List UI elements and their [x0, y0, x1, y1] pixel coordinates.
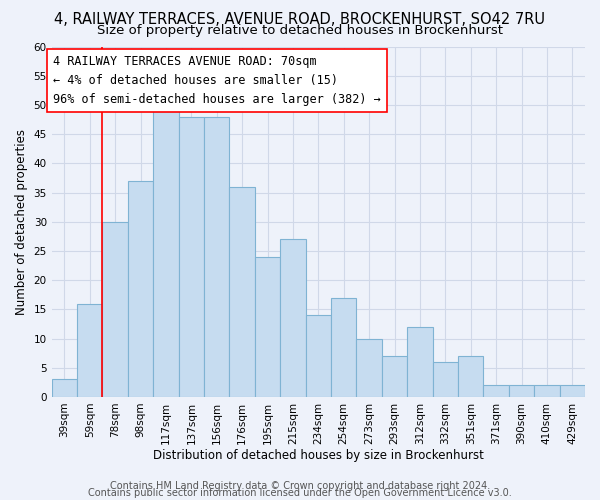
Bar [153, 105, 179, 397]
Bar [280, 240, 305, 397]
Text: Contains HM Land Registry data © Crown copyright and database right 2024.: Contains HM Land Registry data © Crown c… [110, 481, 490, 491]
Bar [229, 186, 255, 397]
Y-axis label: Number of detached properties: Number of detached properties [15, 128, 28, 314]
Bar [382, 356, 407, 397]
Bar [534, 386, 560, 397]
Bar [407, 327, 433, 397]
Text: Contains public sector information licensed under the Open Government Licence v3: Contains public sector information licen… [88, 488, 512, 498]
Bar [484, 386, 509, 397]
Bar [255, 257, 280, 397]
Bar [204, 116, 229, 397]
Text: Size of property relative to detached houses in Brockenhurst: Size of property relative to detached ho… [97, 24, 503, 37]
Text: 4 RAILWAY TERRACES AVENUE ROAD: 70sqm
← 4% of detached houses are smaller (15)
9: 4 RAILWAY TERRACES AVENUE ROAD: 70sqm ← … [53, 56, 380, 106]
Bar [509, 386, 534, 397]
Bar [305, 315, 331, 397]
Bar [331, 298, 356, 397]
X-axis label: Distribution of detached houses by size in Brockenhurst: Distribution of detached houses by size … [153, 450, 484, 462]
Text: 4, RAILWAY TERRACES, AVENUE ROAD, BROCKENHURST, SO42 7RU: 4, RAILWAY TERRACES, AVENUE ROAD, BROCKE… [55, 12, 545, 28]
Bar [77, 304, 103, 397]
Bar [458, 356, 484, 397]
Bar [433, 362, 458, 397]
Bar [560, 386, 585, 397]
Bar [128, 181, 153, 397]
Bar [52, 380, 77, 397]
Bar [179, 116, 204, 397]
Bar [356, 338, 382, 397]
Bar [103, 222, 128, 397]
